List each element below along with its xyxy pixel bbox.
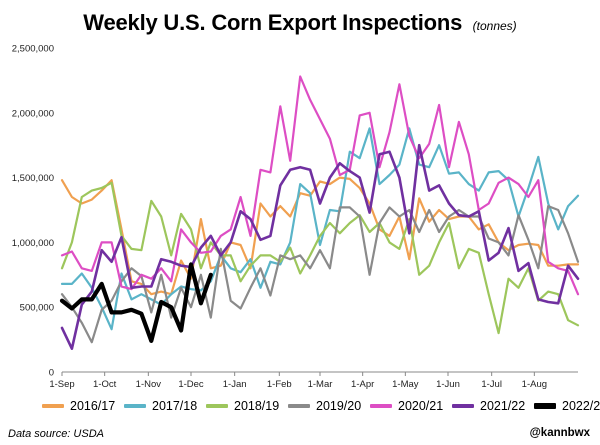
- legend-item-2022-23: 2022/23: [534, 399, 600, 413]
- series-line-2018-19: [60, 181, 580, 335]
- series-line-2020-21: [60, 75, 580, 296]
- series-line-2022-23: [59, 262, 213, 343]
- legend-label: 2018/19: [234, 399, 280, 413]
- series-line-2016-17: [60, 176, 580, 296]
- y-tick-label: 1,000,000: [12, 238, 54, 249]
- x-tick-label: 1-Mar: [308, 379, 333, 390]
- chart-title: Weekly U.S. Corn Export Inspections (ton…: [0, 10, 600, 36]
- legend-swatch: [370, 404, 392, 408]
- legend-item-2016-17: 2016/17: [42, 399, 115, 413]
- chart-legend: 2016/17 2017/18 2018/19 2019/20 2020/21 …: [40, 399, 600, 415]
- chart-title-text: Weekly U.S. Corn Export Inspections: [83, 10, 463, 35]
- legend-item-2021-22: 2021/22: [452, 399, 525, 413]
- legend-item-2019-20: 2019/20: [288, 399, 361, 413]
- data-source-note: Data source: USDA: [8, 428, 104, 440]
- legend-item-2018-19: 2018/19: [206, 399, 279, 413]
- y-tick-label: 0: [49, 368, 54, 379]
- x-tick-label: 1-Jun: [436, 379, 460, 390]
- legend-item-2017-18: 2017/18: [124, 399, 197, 413]
- x-tick-label: 1-Nov: [136, 379, 162, 390]
- legend-swatch: [206, 404, 228, 408]
- series-line-2017-18: [60, 127, 580, 331]
- legend-label: 2016/17: [70, 399, 116, 413]
- legend-swatch: [124, 404, 146, 408]
- legend-swatch: [288, 404, 310, 408]
- x-tick-label: 1-Jan: [223, 379, 247, 390]
- legend-label: 2022/23: [562, 399, 600, 413]
- legend-swatch: [452, 404, 474, 408]
- x-tick-label: 1-Dec: [178, 379, 204, 390]
- x-tick-label: 1-May: [392, 379, 419, 390]
- legend-label: 2017/18: [152, 399, 198, 413]
- chart-units: (tonnes): [472, 19, 517, 33]
- x-tick-label: 1-Feb: [267, 379, 292, 390]
- x-tick-label: 1-Jul: [481, 379, 502, 390]
- legend-swatch: [534, 403, 556, 409]
- x-tick-label: 1-Apr: [351, 379, 374, 390]
- y-tick-label: 2,000,000: [12, 108, 54, 119]
- author-handle: @kannbwx: [529, 427, 590, 439]
- legend-swatch: [42, 404, 64, 408]
- legend-label: 2019/20: [316, 399, 362, 413]
- series-line-2021-22: [60, 143, 580, 351]
- x-tick-label: 1-Aug: [522, 379, 547, 390]
- x-tick-label: 1-Oct: [93, 379, 117, 390]
- y-tick-label: 1,500,000: [12, 173, 54, 184]
- series-line-2019-20: [60, 205, 580, 344]
- y-tick-label: 2,500,000: [12, 44, 54, 55]
- legend-label: 2020/21: [398, 399, 444, 413]
- legend-label: 2021/22: [480, 399, 526, 413]
- x-tick-label: 1-Sep: [49, 379, 74, 390]
- y-tick-label: 500,000: [20, 303, 54, 314]
- legend-item-2020-21: 2020/21: [370, 399, 443, 413]
